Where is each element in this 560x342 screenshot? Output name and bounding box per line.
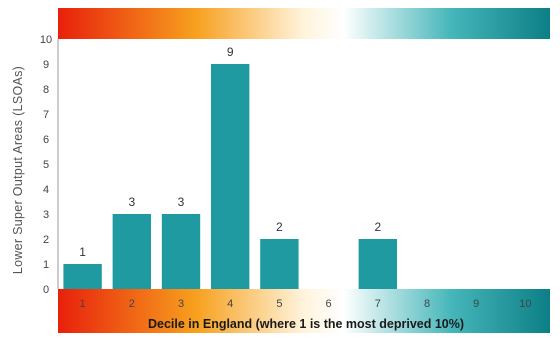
x-tick-label: 8 bbox=[424, 298, 430, 310]
x-tick-label: 6 bbox=[326, 298, 332, 310]
y-tick-label: 8 bbox=[43, 84, 49, 96]
x-tick-label: 4 bbox=[227, 298, 233, 310]
bar-decile-3 bbox=[161, 214, 201, 289]
y-tick-label: 5 bbox=[43, 159, 49, 171]
y-tick-label: 0 bbox=[43, 284, 49, 296]
y-axis-title: Lower Super Output Areas (LSOAs) bbox=[11, 66, 25, 274]
x-tick-labels: 1 2 3 4 5 6 7 8 9 10 bbox=[80, 298, 532, 310]
y-tick-label: 9 bbox=[43, 59, 49, 71]
y-tick-label: 6 bbox=[43, 134, 49, 146]
data-label: 3 bbox=[128, 195, 135, 209]
y-tick-label: 1 bbox=[43, 259, 49, 271]
y-tick-label: 10 bbox=[40, 34, 52, 46]
bar-decile-1 bbox=[63, 264, 102, 289]
data-label: 3 bbox=[178, 195, 185, 209]
bar-decile-7 bbox=[358, 239, 397, 289]
y-tick-labels: 0 1 2 3 4 5 6 7 8 9 10 bbox=[40, 34, 52, 296]
bars bbox=[63, 64, 397, 289]
x-axis-title: Decile in England (where 1 is the most d… bbox=[148, 317, 464, 331]
x-tick-label: 1 bbox=[80, 298, 86, 310]
x-tick-label: 9 bbox=[473, 298, 479, 310]
x-tick-label: 2 bbox=[129, 298, 135, 310]
y-tick-label: 7 bbox=[43, 109, 49, 121]
data-label: 2 bbox=[374, 220, 381, 234]
y-tick-label: 3 bbox=[43, 209, 49, 221]
data-label: 2 bbox=[276, 220, 283, 234]
gradient-band-bottom bbox=[58, 289, 550, 333]
bar-decile-4 bbox=[211, 64, 250, 289]
x-tick-label: 3 bbox=[178, 298, 184, 310]
bar-decile-5 bbox=[260, 239, 299, 289]
y-tick-label: 4 bbox=[43, 184, 49, 196]
x-tick-label: 7 bbox=[375, 298, 381, 310]
data-labels: 1 3 3 9 2 2 bbox=[79, 45, 381, 259]
y-tick-label: 2 bbox=[43, 234, 49, 246]
gradient-band-top bbox=[58, 8, 550, 39]
x-tick-label: 10 bbox=[519, 298, 531, 310]
x-tick-label: 5 bbox=[276, 298, 282, 310]
data-label: 9 bbox=[227, 45, 234, 59]
bar-decile-2 bbox=[112, 214, 151, 289]
data-label: 1 bbox=[79, 245, 86, 259]
